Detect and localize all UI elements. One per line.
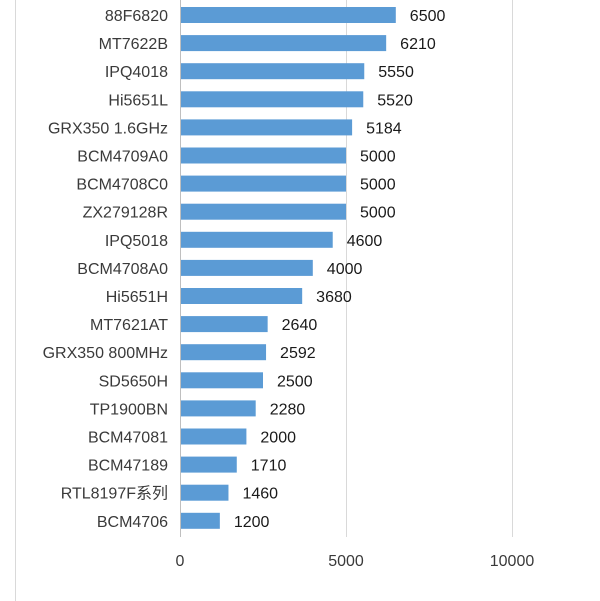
category-label-17: RTL8197F系列: [61, 485, 168, 503]
value-label-4: 5184: [366, 120, 402, 137]
bar-13: [181, 372, 263, 389]
bar-6: [181, 175, 346, 192]
value-label-13: 2500: [277, 373, 313, 390]
category-label-15: BCM47081: [88, 430, 168, 447]
value-label-15: 2000: [260, 430, 296, 447]
bar-15: [181, 428, 247, 445]
category-label-5: BCM4709A0: [77, 149, 168, 166]
category-label-7: ZX279128R: [83, 205, 168, 222]
x-tick-label-0: 0: [176, 553, 185, 570]
category-label-4: GRX350 1.6GHz: [48, 120, 168, 137]
value-label-0: 6500: [410, 8, 446, 25]
value-label-1: 6210: [400, 36, 436, 53]
category-label-3: Hi5651L: [108, 92, 168, 109]
value-label-6: 5000: [360, 177, 396, 194]
bar-5: [181, 147, 346, 164]
value-label-3: 5520: [377, 92, 413, 109]
value-label-5: 5000: [360, 149, 396, 166]
value-label-9: 4000: [327, 261, 363, 278]
category-label-6: BCM4708C0: [76, 177, 168, 194]
value-label-11: 2640: [282, 317, 318, 334]
value-label-14: 2280: [270, 401, 306, 418]
category-label-14: TP1900BN: [90, 401, 168, 418]
bar-14: [181, 400, 256, 417]
category-label-18: BCM4706: [97, 514, 168, 531]
category-label-12: GRX350 800MHz: [43, 345, 168, 362]
category-label-16: BCM47189: [88, 458, 168, 475]
bar-8: [181, 231, 333, 248]
category-label-8: IPQ5018: [105, 233, 168, 250]
category-label-13: SD5650H: [99, 373, 168, 390]
bar-4: [181, 119, 353, 136]
bar-7: [181, 203, 346, 220]
category-label-9: BCM4708A0: [77, 261, 168, 278]
bar-9: [181, 259, 313, 276]
value-label-2: 5550: [378, 64, 414, 81]
x-tick-label-10000: 10000: [490, 553, 535, 570]
bar-10: [181, 288, 303, 304]
bar-0: [181, 7, 396, 23]
bar-12: [181, 344, 267, 361]
category-label-10: Hi5651H: [106, 289, 168, 306]
bar-3: [181, 91, 364, 108]
value-label-12: 2592: [280, 345, 316, 362]
bar-18: [181, 512, 220, 529]
bar-11: [181, 316, 268, 333]
x-tick-label-5000: 5000: [328, 553, 364, 570]
value-label-17: 1460: [242, 486, 278, 503]
bar-2: [181, 63, 365, 80]
category-label-2: IPQ4018: [105, 64, 168, 81]
category-label-0: 88F6820: [105, 8, 168, 25]
value-label-7: 5000: [360, 205, 396, 222]
category-label-11: MT7621AT: [90, 317, 168, 334]
bar-16: [181, 456, 237, 473]
bar-17: [181, 484, 229, 501]
value-label-8: 4600: [347, 233, 383, 250]
bar-1: [181, 35, 387, 52]
value-label-16: 1710: [251, 458, 287, 475]
value-label-18: 1200: [234, 514, 270, 531]
value-label-10: 3680: [316, 289, 352, 306]
category-label-1: MT7622B: [99, 36, 168, 53]
